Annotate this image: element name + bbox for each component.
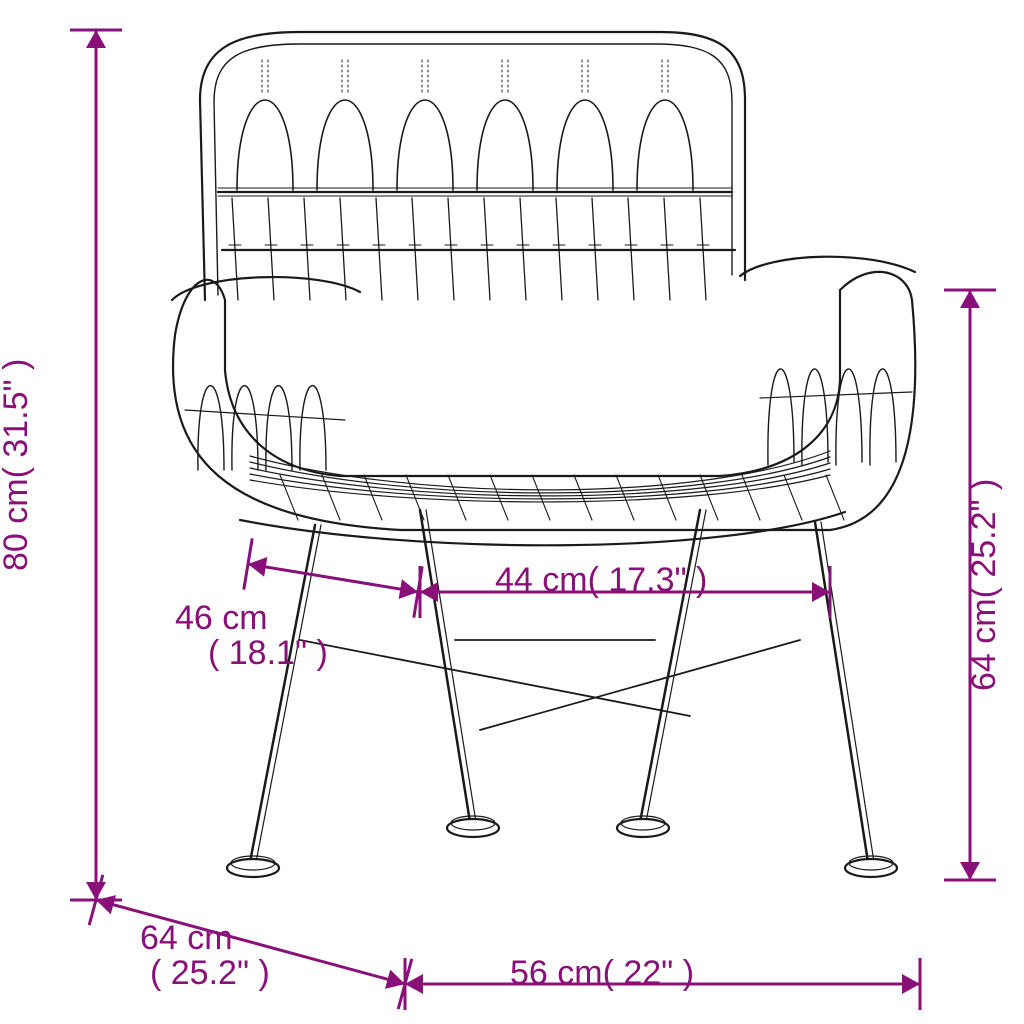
dim-label-depth-total-2: ( 25.2" ) — [150, 955, 270, 992]
dim-label-width-total: 56 cm( 22" ) — [510, 955, 694, 992]
dim-label-depth-total-1: 64 cm — [140, 920, 233, 957]
diagram-svg — [0, 0, 1024, 1024]
chair-line-art — [172, 32, 915, 877]
dim-label-seat-depth-1: 46 cm — [175, 600, 268, 637]
dim-label-height-total: 80 cm( 31.5" ) — [0, 315, 35, 615]
dim-label-arm-height: 64 cm( 25.2" ) — [966, 435, 1003, 735]
dim-label-seat-depth-2: ( 18.1" ) — [208, 635, 328, 672]
dim-label-seat-width: 44 cm( 17.3" ) — [495, 562, 707, 599]
diagram-stage: 80 cm( 31.5" ) 64 cm( 25.2" ) 44 cm( 17.… — [0, 0, 1024, 1024]
